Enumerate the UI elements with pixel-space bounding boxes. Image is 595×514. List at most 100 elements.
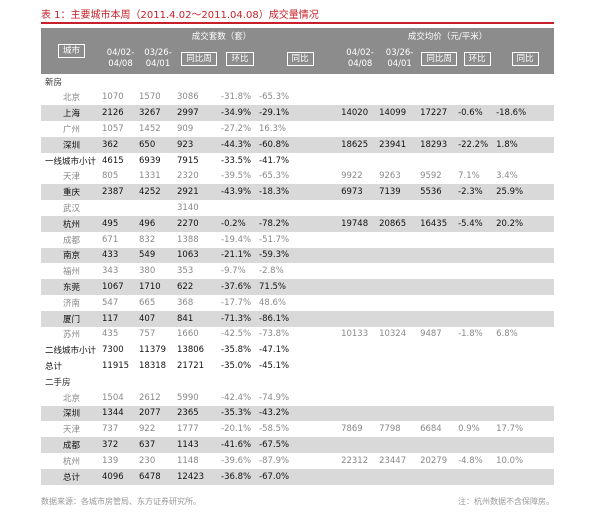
price-previous bbox=[379, 200, 421, 216]
price-tongbi bbox=[496, 310, 555, 327]
volume-current: 7300 bbox=[102, 342, 139, 359]
header-volume-huanbi: 环比 bbox=[221, 43, 259, 74]
price-tongbi bbox=[496, 263, 555, 280]
volume-previous: 757 bbox=[139, 326, 177, 343]
city-name: 杭州 bbox=[41, 452, 102, 469]
price-current bbox=[341, 358, 380, 374]
price-previous bbox=[379, 310, 421, 327]
header-city: 城市 bbox=[41, 28, 102, 74]
volume-current: 671 bbox=[102, 231, 139, 248]
price-huanbi bbox=[458, 342, 497, 359]
volume-current: 117 bbox=[102, 310, 139, 327]
section-header: 二手房 bbox=[41, 374, 554, 390]
price-tongbi bbox=[496, 437, 555, 453]
transaction-table: 城市 成交套数（套） 成交均价（元/平米） 04/02- 04/08 03/26-… bbox=[41, 28, 555, 485]
city-name: 东莞 bbox=[41, 279, 102, 295]
price-huanbi bbox=[458, 279, 497, 295]
price-tongbi bbox=[496, 121, 555, 137]
volume-tongbi bbox=[259, 200, 342, 216]
price-huanbi bbox=[458, 247, 497, 264]
volume-huanbi: -35.8% bbox=[221, 342, 259, 359]
price-current: 19748 bbox=[341, 215, 380, 232]
city-name: 上海 bbox=[41, 105, 102, 122]
volume-previous: 637 bbox=[139, 437, 177, 453]
price-previous: 7798 bbox=[379, 421, 421, 438]
price-tongbi bbox=[496, 358, 555, 374]
volume-huanbi: -39.6% bbox=[221, 452, 259, 469]
volume-previous: 665 bbox=[139, 294, 177, 311]
price-tongbi bbox=[496, 152, 555, 169]
price-yoy-week: 18293 bbox=[420, 136, 459, 153]
price-tongbi bbox=[496, 200, 555, 216]
price-yoy-week bbox=[420, 342, 459, 359]
volume-tongbi: -59.3% bbox=[259, 247, 342, 264]
volume-tongbi: -45.1% bbox=[259, 358, 342, 374]
volume-tongbi: -67.0% bbox=[259, 468, 342, 485]
volume-tongbi: -78.2% bbox=[259, 215, 342, 232]
volume-previous bbox=[139, 200, 177, 216]
volume-tongbi: -2.8% bbox=[259, 263, 342, 280]
volume-yoy-week: 13806 bbox=[177, 342, 221, 359]
price-huanbi: -1.8% bbox=[458, 326, 497, 343]
volume-tongbi: -65.3% bbox=[259, 168, 342, 185]
price-tongbi bbox=[496, 468, 555, 485]
header-volume-tongbi: 同比 bbox=[259, 43, 342, 74]
volume-current bbox=[102, 200, 139, 216]
volume-yoy-week: 622 bbox=[177, 279, 221, 295]
price-current bbox=[341, 200, 380, 216]
price-tongbi: 10.0% bbox=[496, 452, 555, 469]
volume-previous: 11379 bbox=[139, 342, 177, 359]
header-price-current: 04/02- 04/08 bbox=[341, 43, 380, 74]
header-row-groups: 城市 成交套数（套） 成交均价（元/平米） bbox=[41, 28, 555, 74]
volume-previous: 2612 bbox=[139, 389, 177, 406]
section-header: 新房 bbox=[41, 74, 554, 90]
city-name: 福州 bbox=[41, 263, 102, 280]
city-name: 北京 bbox=[41, 89, 102, 106]
price-huanbi bbox=[458, 263, 497, 280]
price-current: 18625 bbox=[341, 136, 380, 153]
table-row: 杭州 139 230 1148 -39.6% -87.9% 22312 23447 20279-… bbox=[41, 452, 555, 469]
price-current bbox=[341, 152, 380, 169]
header-volume-current: 04/02- 04/08 bbox=[102, 43, 139, 74]
volume-tongbi: -74.9% bbox=[259, 389, 342, 406]
header-group-volume: 成交套数（套） bbox=[102, 28, 342, 44]
price-current bbox=[341, 342, 380, 359]
price-tongbi: 6.8% bbox=[496, 326, 555, 343]
volume-yoy-week: 368 bbox=[177, 294, 221, 311]
volume-current: 343 bbox=[102, 263, 139, 280]
volume-previous: 407 bbox=[139, 310, 177, 327]
volume-tongbi: -51.7% bbox=[259, 231, 342, 248]
volume-previous: 1331 bbox=[139, 168, 177, 185]
price-previous: 20865 bbox=[379, 215, 421, 232]
price-yoy-week bbox=[420, 247, 459, 264]
volume-yoy-week: 1777 bbox=[177, 421, 221, 438]
price-yoy-week bbox=[420, 437, 459, 453]
volume-huanbi: -41.6% bbox=[221, 437, 259, 453]
city-name: 重庆 bbox=[41, 184, 102, 201]
volume-current: 4096 bbox=[102, 468, 139, 485]
price-yoy-week bbox=[420, 294, 459, 311]
volume-huanbi: -42.4% bbox=[221, 389, 259, 406]
price-huanbi bbox=[458, 358, 497, 374]
header-price-previous: 03/26- 04/01 bbox=[379, 43, 421, 74]
volume-huanbi: -27.2% bbox=[221, 121, 259, 137]
volume-current: 1504 bbox=[102, 389, 139, 406]
table-row: 武汉3140商品住宅 bbox=[41, 200, 555, 216]
price-previous bbox=[379, 342, 421, 359]
city-name: 广州 bbox=[41, 121, 102, 137]
table-row: 二线城市小计 7300 11379 13806 -35.8% -47.1% bbox=[41, 342, 555, 359]
volume-huanbi: -44.3% bbox=[221, 136, 259, 153]
price-current bbox=[341, 121, 380, 137]
price-tongbi bbox=[496, 247, 555, 264]
volume-tongbi: 48.6% bbox=[259, 294, 342, 311]
price-huanbi bbox=[458, 231, 497, 248]
volume-yoy-week: 2320 bbox=[177, 168, 221, 185]
volume-current: 547 bbox=[102, 294, 139, 311]
volume-tongbi: -65.3% bbox=[259, 89, 342, 106]
table-row: 一线城市小计 4615 6939 7915 -33.5% -41.7% bbox=[41, 152, 555, 169]
table-title: 表 1：主要城市本周（2011.4.02～2011.04.08）成交量情况 bbox=[41, 10, 319, 21]
volume-current: 11915 bbox=[102, 358, 139, 374]
